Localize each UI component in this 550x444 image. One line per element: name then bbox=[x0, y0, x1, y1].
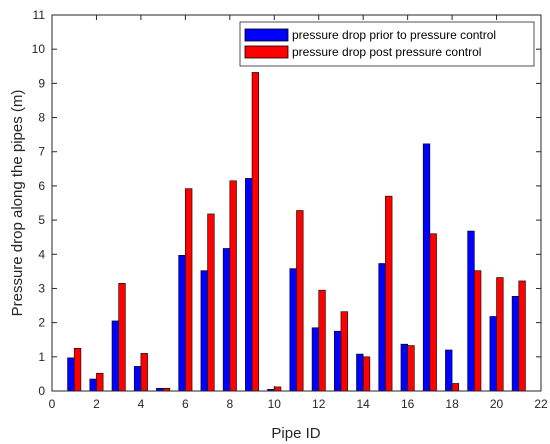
y-tick-label: 4 bbox=[38, 247, 45, 261]
bar-prior-pipe-11 bbox=[289, 268, 297, 392]
bar-prior-pipe-14 bbox=[356, 353, 364, 392]
legend-swatch-post bbox=[244, 45, 289, 59]
bar-post-pipe-13 bbox=[340, 311, 348, 392]
bar-post-pipe-7 bbox=[207, 213, 215, 392]
bar-post-pipe-8 bbox=[229, 180, 237, 392]
x-tick-label: 0 bbox=[49, 397, 56, 411]
x-axis-title: Pipe ID bbox=[271, 425, 320, 442]
bar-prior-pipe-19 bbox=[467, 230, 475, 392]
bar-prior-pipe-9 bbox=[245, 178, 253, 392]
bar-post-pipe-6 bbox=[185, 188, 193, 392]
bar-prior-pipe-6 bbox=[178, 255, 186, 392]
bar-post-pipe-3 bbox=[118, 283, 126, 392]
x-tick-label: 14 bbox=[357, 397, 371, 411]
y-tick-label: 7 bbox=[38, 145, 45, 159]
y-tick-label: 8 bbox=[38, 111, 45, 125]
x-tick-label: 22 bbox=[534, 397, 548, 411]
bar-prior-pipe-1 bbox=[67, 357, 75, 392]
bar-prior-pipe-18 bbox=[445, 349, 453, 392]
bar-post-pipe-12 bbox=[318, 289, 326, 392]
x-tick-label: 20 bbox=[490, 397, 504, 411]
bar-post-pipe-14 bbox=[362, 356, 371, 392]
y-tick-label: 3 bbox=[38, 281, 45, 295]
y-axis: 0 1 2 3 4 5 6 7 8 9 10 11 bbox=[32, 8, 541, 398]
x-axis: 0 2 4 6 8 10 12 14 16 18 20 22 bbox=[49, 15, 548, 411]
bar-prior-pipe-4 bbox=[133, 366, 142, 392]
bar-prior-pipe-2 bbox=[89, 378, 97, 392]
x-tick-label: 4 bbox=[138, 397, 145, 411]
bar-post-pipe-4 bbox=[140, 353, 148, 392]
x-tick-label: 10 bbox=[268, 397, 282, 411]
bar-prior-pipe-13 bbox=[333, 330, 342, 392]
x-tick-label: 16 bbox=[401, 397, 415, 411]
legend-label-prior: pressure drop prior to pressure control bbox=[292, 28, 496, 42]
y-tick-label: 9 bbox=[38, 76, 45, 90]
bar-post-pipe-11 bbox=[296, 210, 304, 392]
bar-prior-pipe-17 bbox=[422, 143, 431, 392]
bar-prior-pipe-3 bbox=[111, 320, 119, 392]
y-tick-label: 10 bbox=[32, 42, 46, 56]
plot-frame bbox=[51, 14, 542, 392]
bar-post-pipe-2 bbox=[96, 372, 104, 392]
bar-prior-pipe-15 bbox=[378, 263, 386, 392]
y-axis-title: Pressure drop along the pipes (m) bbox=[9, 90, 26, 317]
bar-post-pipe-16 bbox=[407, 345, 415, 392]
y-tick-label: 1 bbox=[38, 350, 45, 364]
bar-prior-pipe-16 bbox=[400, 343, 408, 392]
y-tick-label: 5 bbox=[38, 213, 45, 227]
y-tick-label: 0 bbox=[38, 384, 45, 398]
legend-swatch-prior bbox=[244, 28, 289, 42]
x-tick-label: 12 bbox=[312, 397, 326, 411]
y-tick-label: 11 bbox=[33, 8, 46, 22]
bar-post-pipe-10 bbox=[273, 386, 282, 392]
x-tick-label: 18 bbox=[445, 397, 459, 411]
legend-label-post: pressure drop post pressure control bbox=[292, 45, 481, 59]
bar-post-pipe-1 bbox=[73, 347, 82, 392]
bar-prior-pipe-12 bbox=[311, 327, 320, 392]
y-tick-label: 2 bbox=[38, 316, 45, 330]
series-post-bars bbox=[73, 72, 526, 392]
bar-prior-pipe-8 bbox=[222, 248, 231, 392]
bar-post-pipe-9 bbox=[251, 72, 260, 392]
x-tick-label: 8 bbox=[226, 397, 233, 411]
bar-prior-pipe-20 bbox=[489, 316, 497, 392]
bar-post-pipe-19 bbox=[474, 270, 482, 392]
bar-prior-pipe-21 bbox=[511, 296, 520, 392]
bar-post-pipe-20 bbox=[496, 277, 504, 392]
bar-post-pipe-17 bbox=[429, 233, 437, 392]
legend: pressure drop prior to pressure control … bbox=[239, 21, 535, 67]
bar-post-pipe-18 bbox=[451, 383, 460, 392]
x-tick-label: 6 bbox=[182, 397, 189, 411]
bar-post-pipe-21 bbox=[518, 280, 526, 392]
y-tick-label: 6 bbox=[38, 179, 45, 193]
x-tick-label: 2 bbox=[93, 397, 100, 411]
legend-box bbox=[239, 21, 535, 67]
bar-prior-pipe-7 bbox=[200, 270, 208, 392]
bar-post-pipe-15 bbox=[385, 195, 393, 392]
